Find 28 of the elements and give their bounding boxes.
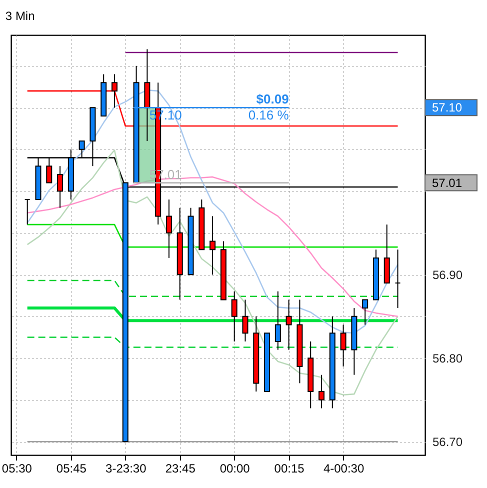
y-tick-label: 56.80 bbox=[432, 352, 463, 366]
candlestick bbox=[24, 198, 30, 226]
annotation: 0.16 % bbox=[248, 108, 290, 123]
x-tick-label: 4-00:30 bbox=[323, 462, 364, 476]
chart-title: 3 Min bbox=[5, 9, 35, 23]
x-tick-label: 3-23:30 bbox=[106, 462, 147, 476]
x-tick-label: 05:45 bbox=[56, 462, 87, 476]
candlestick bbox=[394, 249, 401, 309]
x-tick-label: 00:15 bbox=[274, 462, 305, 476]
candlestick bbox=[340, 324, 346, 367]
candlestick bbox=[231, 290, 238, 342]
x-tick-label: 23:45 bbox=[165, 462, 196, 476]
candlestick bbox=[57, 166, 64, 208]
y-tick-label: 56.90 bbox=[432, 268, 463, 282]
line-series bbox=[26, 150, 398, 396]
candlestick bbox=[318, 374, 324, 409]
text: 57.10 bbox=[432, 100, 462, 115]
annotation: $0.09 bbox=[256, 92, 289, 107]
x-tick-label: 05:30 bbox=[2, 462, 32, 476]
y-tick-label: 56.70 bbox=[432, 435, 463, 450]
candlestick bbox=[210, 216, 216, 276]
candlestick bbox=[362, 299, 368, 326]
text: 57.01 bbox=[432, 176, 462, 190]
candlestick bbox=[286, 299, 292, 350]
candlestick bbox=[166, 198, 172, 258]
candlestick bbox=[242, 299, 248, 342]
x-tick-label: 00:00 bbox=[220, 462, 250, 476]
candlestick bbox=[274, 290, 281, 350]
